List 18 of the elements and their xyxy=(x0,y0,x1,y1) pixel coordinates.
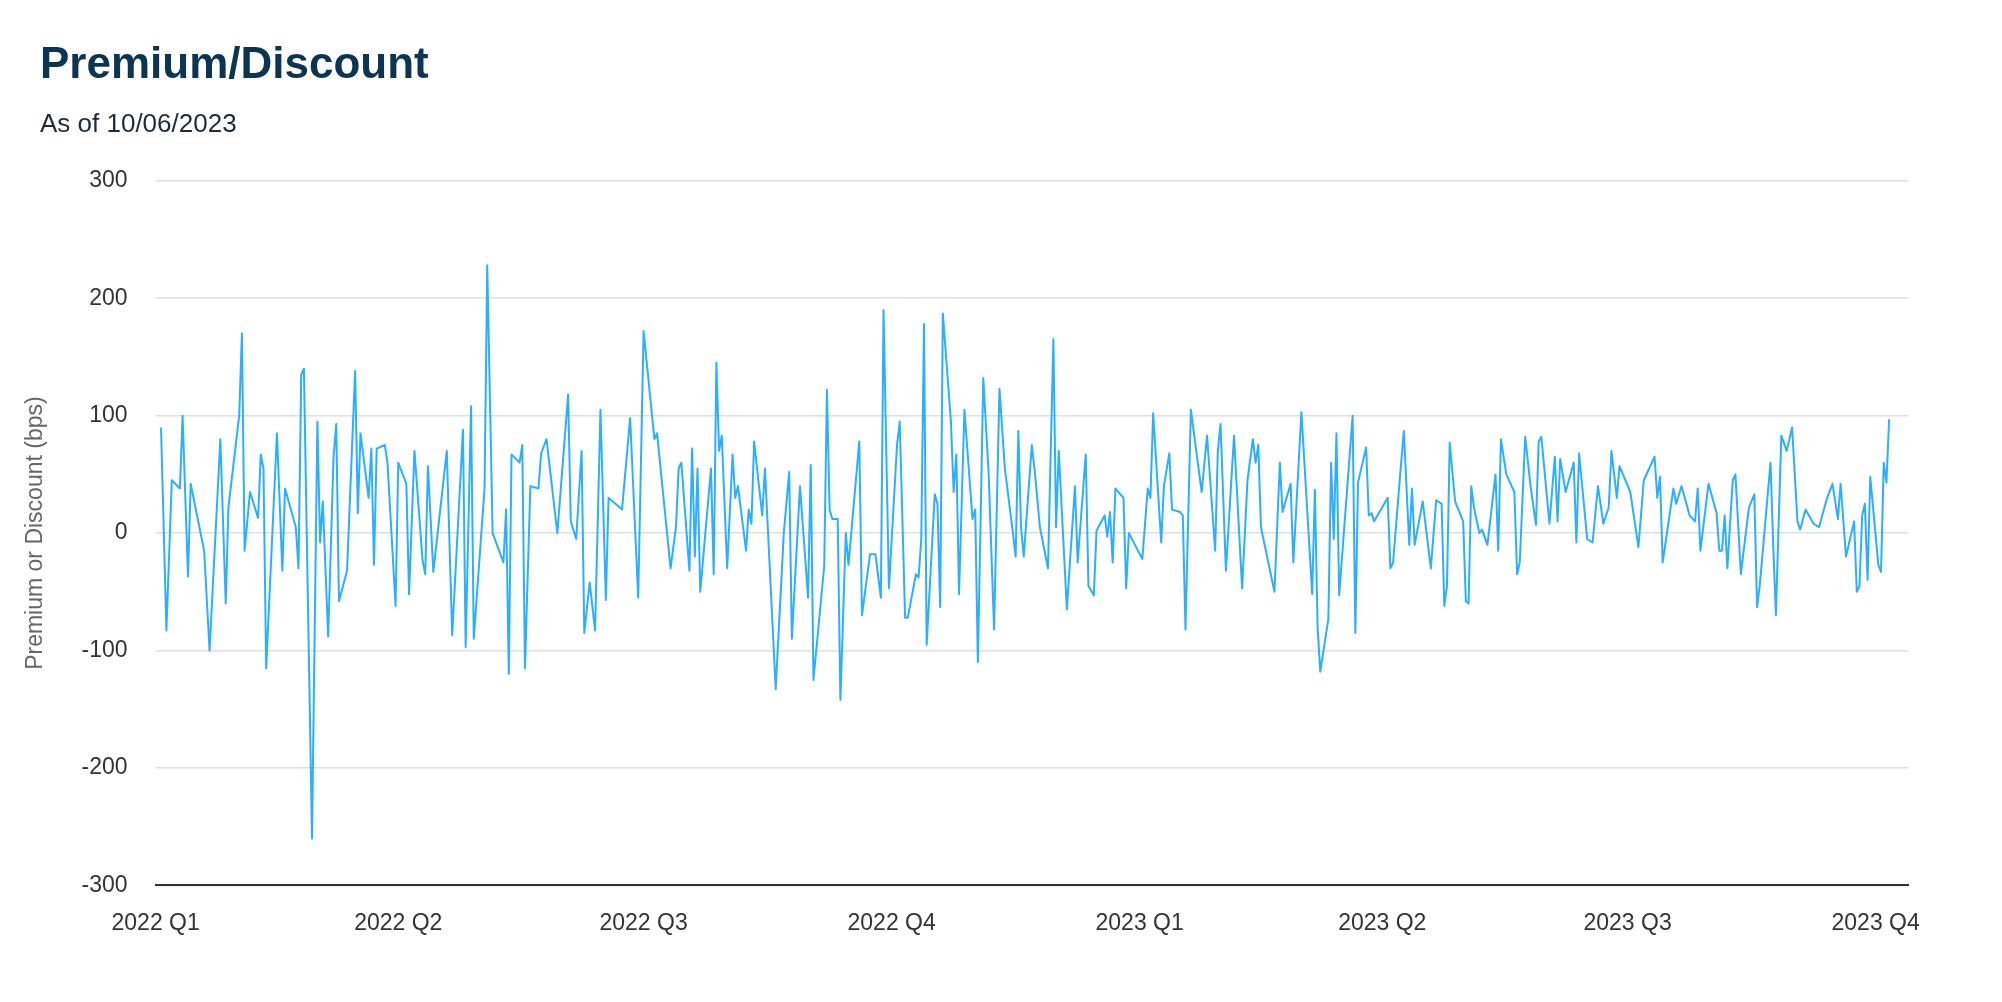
y-tick-label: 100 xyxy=(89,401,128,428)
x-tick-label: 2022 Q4 xyxy=(847,908,936,935)
x-tick-label: 2023 Q4 xyxy=(1831,908,1920,935)
x-tick-label: 2023 Q1 xyxy=(1095,908,1184,935)
y-tick-label: 300 xyxy=(89,166,128,193)
y-axis-title: Premium or Discount (bps) xyxy=(21,396,48,670)
y-tick-label: -200 xyxy=(81,753,128,780)
x-tick-label: 2023 Q2 xyxy=(1338,908,1427,935)
chart-title: Premium/Discount xyxy=(39,37,430,88)
y-tick-label: -300 xyxy=(81,870,128,897)
x-tick-label: 2022 Q2 xyxy=(354,908,443,935)
y-tick-label: 0 xyxy=(114,518,128,545)
y-tick-label: -100 xyxy=(81,635,128,662)
x-tick-label: 2022 Q3 xyxy=(599,908,688,935)
x-tick-label: 2023 Q3 xyxy=(1583,908,1672,935)
x-tick-label: 2022 Q1 xyxy=(111,908,200,935)
y-tick-label: 200 xyxy=(89,283,128,310)
chart-subtitle: As of 10/06/2023 xyxy=(39,107,238,139)
